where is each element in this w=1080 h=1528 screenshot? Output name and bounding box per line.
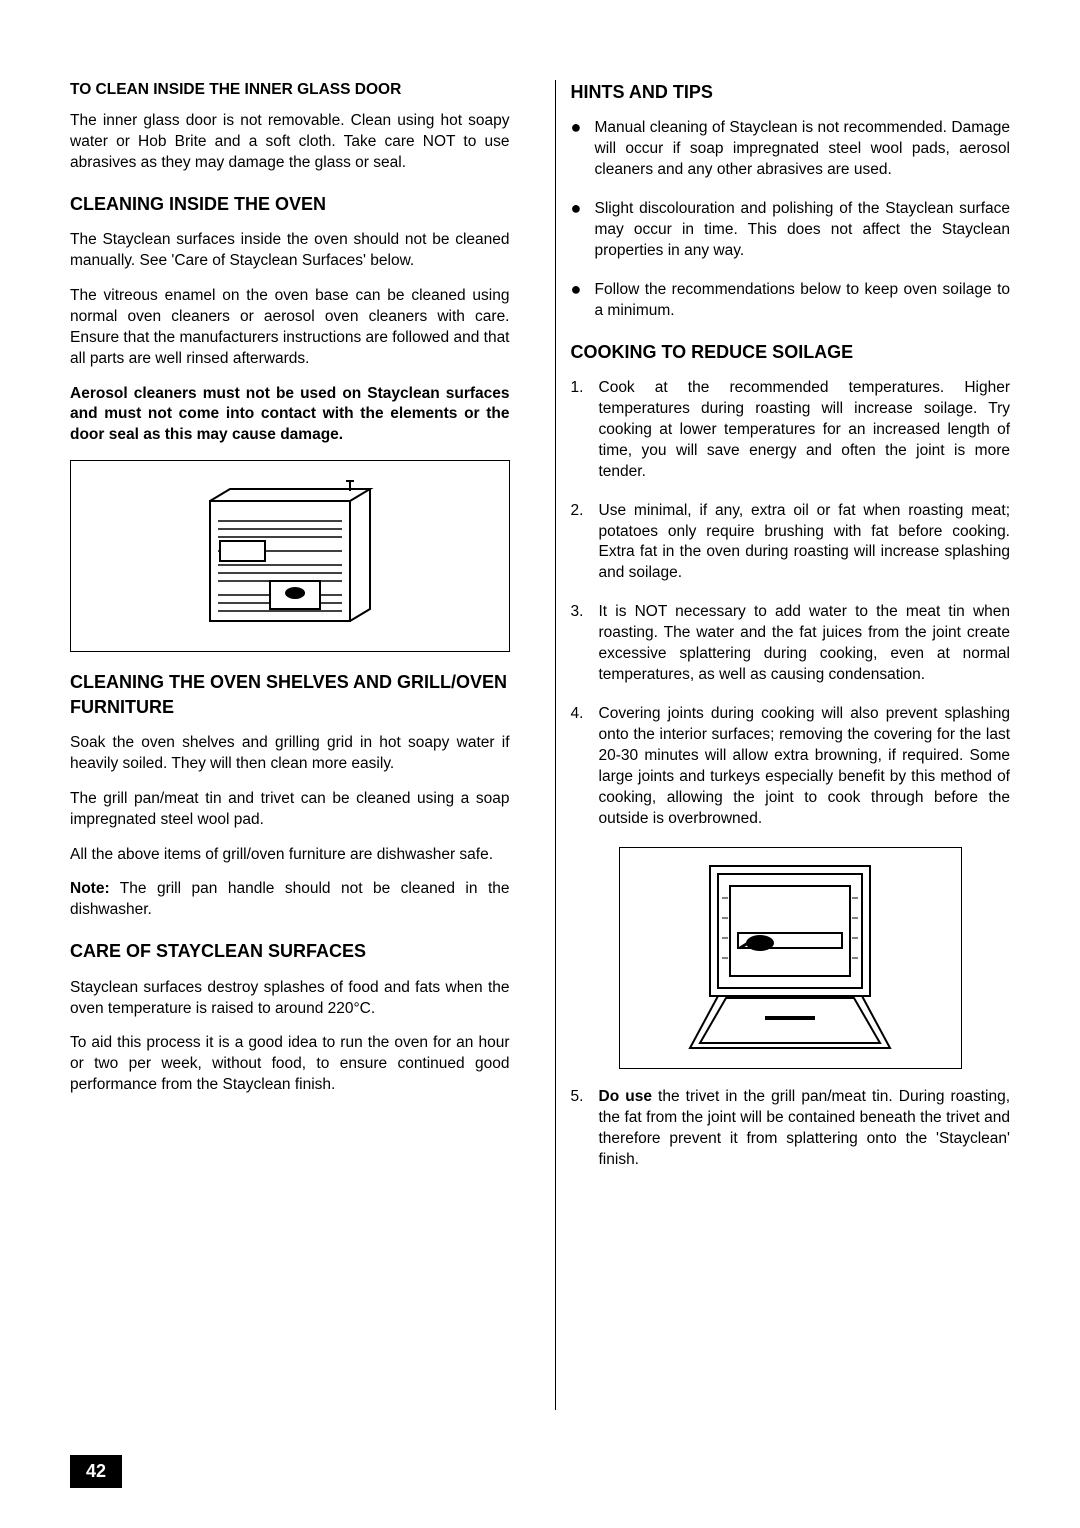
- oven-shelf-illustration: [70, 460, 510, 652]
- right-column: HINTS AND TIPS ●Manual cleaning of Stayc…: [555, 80, 1011, 1410]
- bullet-icon: ●: [571, 280, 595, 322]
- bullet-icon: ●: [571, 199, 595, 262]
- heading-cleaning-inside: CLEANING INSIDE THE OVEN: [70, 192, 510, 216]
- hints-list: ●Manual cleaning of Stayclean is not rec…: [571, 118, 1011, 321]
- list-item: ●Slight discolouration and polishing of …: [571, 199, 1011, 262]
- heading-cooking: COOKING TO REDUCE SOILAGE: [571, 340, 1011, 364]
- list-item: ●Follow the recommendations below to kee…: [571, 280, 1011, 322]
- para-note: Note: The grill pan handle should not be…: [70, 879, 510, 921]
- list-item: 2.Use minimal, if any, extra oil or fat …: [571, 501, 1011, 585]
- cooking-list-cont: 5.Do use the trivet in the grill pan/mea…: [571, 1087, 1011, 1171]
- para-aerosol-warning: Aerosol cleaners must not be used on Sta…: [70, 384, 510, 447]
- page-number: 42: [70, 1455, 122, 1488]
- list-item: 3.It is NOT necessary to add water to th…: [571, 602, 1011, 686]
- heading-stayclean: CARE OF STAYCLEAN SURFACES: [70, 939, 510, 963]
- list-item: 4.Covering joints during cooking will al…: [571, 704, 1011, 830]
- cooking-list: 1.Cook at the recommended temperatures. …: [571, 378, 1011, 830]
- para-inside-2: The vitreous enamel on the oven base can…: [70, 286, 510, 370]
- bullet-icon: ●: [571, 118, 595, 181]
- oven-door-illustration: [619, 847, 962, 1069]
- heading-shelves: CLEANING THE OVEN SHELVES AND GRILL/OVEN…: [70, 670, 510, 719]
- para-glass-door: The inner glass door is not removable. C…: [70, 111, 510, 174]
- list-item: 5.Do use the trivet in the grill pan/mea…: [571, 1087, 1011, 1171]
- heading-glass-door: TO CLEAN INSIDE THE INNER GLASS DOOR: [70, 80, 510, 101]
- para-shelves-2: The grill pan/meat tin and trivet can be…: [70, 789, 510, 831]
- para-inside-1: The Stayclean surfaces inside the oven s…: [70, 230, 510, 272]
- left-column: TO CLEAN INSIDE THE INNER GLASS DOOR The…: [70, 80, 525, 1410]
- para-shelves-3: All the above items of grill/oven furnit…: [70, 845, 510, 866]
- list-item: 1.Cook at the recommended temperatures. …: [571, 378, 1011, 483]
- para-shelves-1: Soak the oven shelves and grilling grid …: [70, 733, 510, 775]
- para-care-1: Stayclean surfaces destroy splashes of f…: [70, 978, 510, 1020]
- para-care-2: To aid this process it is a good idea to…: [70, 1033, 510, 1096]
- heading-hints: HINTS AND TIPS: [571, 80, 1011, 104]
- list-item: ●Manual cleaning of Stayclean is not rec…: [571, 118, 1011, 181]
